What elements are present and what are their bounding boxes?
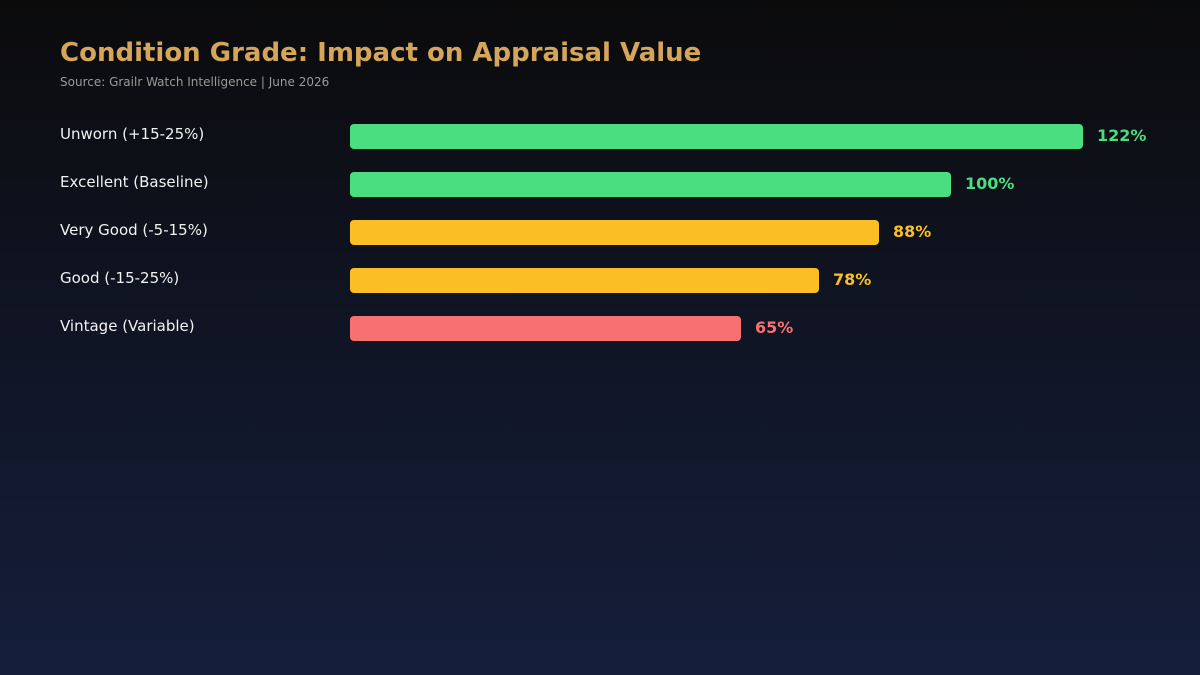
bar-value-label: 78%: [833, 270, 872, 289]
bar: [350, 268, 819, 293]
category-label: Very Good (-5-15%): [60, 221, 208, 239]
bar-value-label: 88%: [893, 222, 932, 241]
chart-title: Condition Grade: Impact on Appraisal Val…: [60, 38, 702, 68]
category-label: Excellent (Baseline): [60, 173, 209, 191]
category-label: Unworn (+15-25%): [60, 125, 205, 143]
bar-value-label: 122%: [1097, 126, 1147, 145]
bar: [350, 124, 1083, 149]
bar: [350, 172, 951, 197]
bar: [350, 316, 741, 341]
bar-value-label: 100%: [965, 174, 1015, 193]
category-label: Good (-15-25%): [60, 269, 180, 287]
chart-subtitle: Source: Grailr Watch Intelligence | June…: [60, 75, 330, 89]
category-label: Vintage (Variable): [60, 317, 195, 335]
bar: [350, 220, 879, 245]
bar-value-label: 65%: [755, 318, 794, 337]
